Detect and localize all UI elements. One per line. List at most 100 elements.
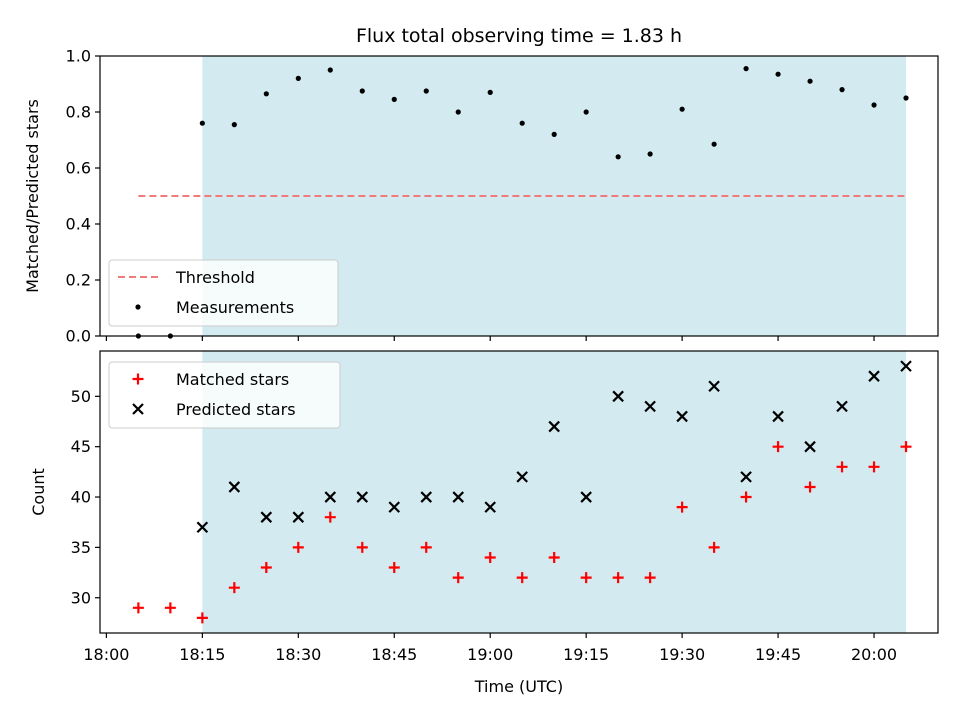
bottom-panel: 30 35 40 45 50 18:00 18:15 18:30 18:45 19:00 19:15… [71, 350, 939, 664]
data-point [676, 410, 688, 423]
legend-label: Matched stars [176, 370, 289, 389]
data-point [228, 582, 240, 594]
series-predicted-stars [196, 360, 912, 534]
x-tick-label: 19:00 [467, 645, 513, 664]
data-point [388, 562, 400, 574]
data-point [519, 120, 525, 126]
data-point [423, 88, 429, 94]
data-point [612, 572, 624, 584]
x-tick-label: 18:15 [179, 645, 225, 664]
data-point [292, 541, 304, 553]
data-point [775, 71, 781, 77]
data-point [871, 102, 877, 108]
data-point [804, 440, 816, 453]
data-point [644, 400, 656, 413]
top-panel: 0.0 0.2 0.4 0.6 0.8 1.0 Threshold Measurements [66, 47, 939, 346]
data-point [647, 151, 653, 157]
data-point [583, 109, 589, 115]
data-point [676, 501, 688, 513]
series-measurements [135, 66, 909, 339]
data-point [612, 390, 624, 403]
data-point [327, 67, 333, 73]
data-point [391, 96, 397, 102]
data-point [708, 541, 720, 553]
data-point [452, 572, 464, 584]
y-tick-label: 50 [71, 387, 91, 406]
data-point [807, 78, 813, 84]
data-point [804, 481, 816, 493]
y-tick-label: 30 [71, 588, 91, 607]
data-point [484, 551, 496, 563]
legend-label: Measurements [176, 298, 294, 317]
data-point [260, 511, 273, 523]
y-tick-label: 45 [71, 437, 91, 456]
data-point [292, 511, 305, 523]
x-axis-label: Time (UTC) [474, 677, 563, 696]
data-point [900, 441, 912, 453]
data-point [164, 602, 176, 614]
legend-label: Predicted stars [176, 400, 296, 419]
x-tick-label: 19:45 [755, 645, 801, 664]
x-tick-label: 18:30 [275, 645, 321, 664]
data-point [548, 551, 560, 563]
y-tick-label: 0.8 [66, 103, 91, 122]
data-point [487, 89, 493, 95]
data-point [580, 491, 592, 503]
data-point [772, 410, 784, 423]
legend-marker [135, 304, 141, 310]
series-matched-stars [132, 441, 912, 624]
data-point [708, 380, 720, 393]
y-tick-label: 0.0 [66, 327, 91, 346]
data-point [743, 66, 749, 72]
data-point [868, 461, 880, 473]
data-point [484, 501, 496, 513]
data-point [452, 491, 465, 503]
data-point [836, 400, 848, 413]
data-point [324, 511, 336, 523]
legend-box [108, 361, 341, 429]
data-point [199, 120, 205, 126]
x-tick-label: 18:45 [371, 645, 417, 664]
x-tick-label: 19:30 [659, 645, 705, 664]
data-point [548, 420, 560, 433]
data-point [420, 491, 433, 503]
x-tick-label: 18:00 [83, 645, 129, 664]
legend-marker [132, 403, 144, 415]
chart-title: Flux total observing time = 1.83 h [356, 25, 682, 47]
data-point [580, 572, 592, 584]
data-point [772, 441, 784, 453]
data-point [260, 562, 272, 574]
legend-box [108, 259, 339, 327]
data-point [132, 602, 144, 614]
data-point [455, 109, 461, 115]
data-point [868, 370, 880, 382]
data-point [839, 87, 845, 93]
data-point [516, 471, 528, 483]
y-tick-label: 1.0 [66, 47, 91, 66]
data-point [836, 461, 848, 473]
data-point [644, 572, 656, 584]
data-point [740, 471, 752, 483]
data-point [231, 122, 237, 128]
data-point [324, 491, 337, 503]
bottom-y-axis-label: Count [29, 468, 48, 516]
data-point [711, 141, 717, 147]
x-tick-label: 20:00 [851, 645, 897, 664]
top-y-axis-label: Matched/Predicted stars [23, 99, 42, 293]
data-point [740, 491, 752, 503]
data-point [900, 360, 912, 372]
data-point [420, 541, 432, 553]
data-point [516, 572, 528, 584]
legend: Threshold Measurements [108, 259, 339, 327]
y-tick-label: 35 [71, 538, 91, 557]
data-point [903, 95, 909, 101]
data-point [551, 131, 557, 137]
data-point [295, 75, 301, 81]
data-point [388, 501, 401, 513]
y-tick-label: 0.4 [66, 215, 91, 234]
y-tick-label: 40 [71, 488, 91, 507]
data-point [263, 91, 269, 97]
data-point [359, 88, 365, 94]
x-tick-label: 19:15 [563, 645, 609, 664]
